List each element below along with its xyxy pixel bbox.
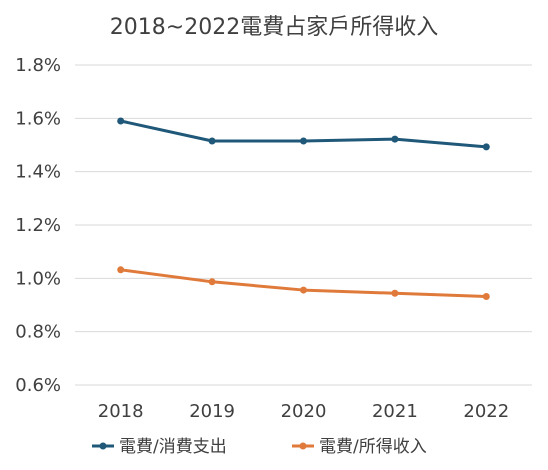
y-tick-label: 1.4%	[15, 162, 61, 183]
x-axis-ticks: 2018 2019 2020 2021 2022	[98, 401, 509, 422]
x-tick-label: 2018	[98, 401, 144, 422]
legend-label: 電費/消費支出	[119, 437, 227, 457]
legend-swatch-marker	[299, 442, 307, 450]
gridlines	[75, 64, 532, 386]
legend-label: 電費/所得收入	[319, 437, 427, 457]
data-point	[117, 117, 125, 125]
data-point	[300, 286, 307, 294]
x-tick-label: 2019	[189, 401, 235, 422]
x-tick-label: 2022	[463, 401, 509, 422]
y-tick-label: 1.2%	[15, 215, 61, 236]
data-point	[208, 137, 216, 145]
data-point	[482, 143, 490, 151]
y-tick-label: 0.8%	[15, 322, 61, 343]
y-tick-label: 1.8%	[15, 55, 61, 76]
data-point	[300, 137, 307, 145]
y-axis-ticks: 0.6% 0.8% 1.0% 1.2% 1.4% 1.6% 1.8%	[15, 55, 61, 396]
data-point	[117, 266, 125, 274]
chart-title: 2018~2022電費占家戶所得收入	[110, 15, 438, 40]
legend: 電費/消費支出 電費/所得收入	[92, 437, 427, 457]
y-tick-label: 1.0%	[15, 268, 61, 289]
series-lines	[117, 117, 490, 300]
data-point	[208, 278, 216, 286]
y-tick-label: 0.6%	[15, 375, 61, 396]
x-tick-label: 2021	[372, 401, 418, 422]
data-point	[482, 292, 490, 300]
x-tick-label: 2020	[281, 401, 327, 422]
data-point	[391, 135, 399, 143]
y-tick-label: 1.6%	[15, 108, 61, 129]
legend-swatch-marker	[99, 442, 107, 450]
data-point	[391, 289, 399, 297]
